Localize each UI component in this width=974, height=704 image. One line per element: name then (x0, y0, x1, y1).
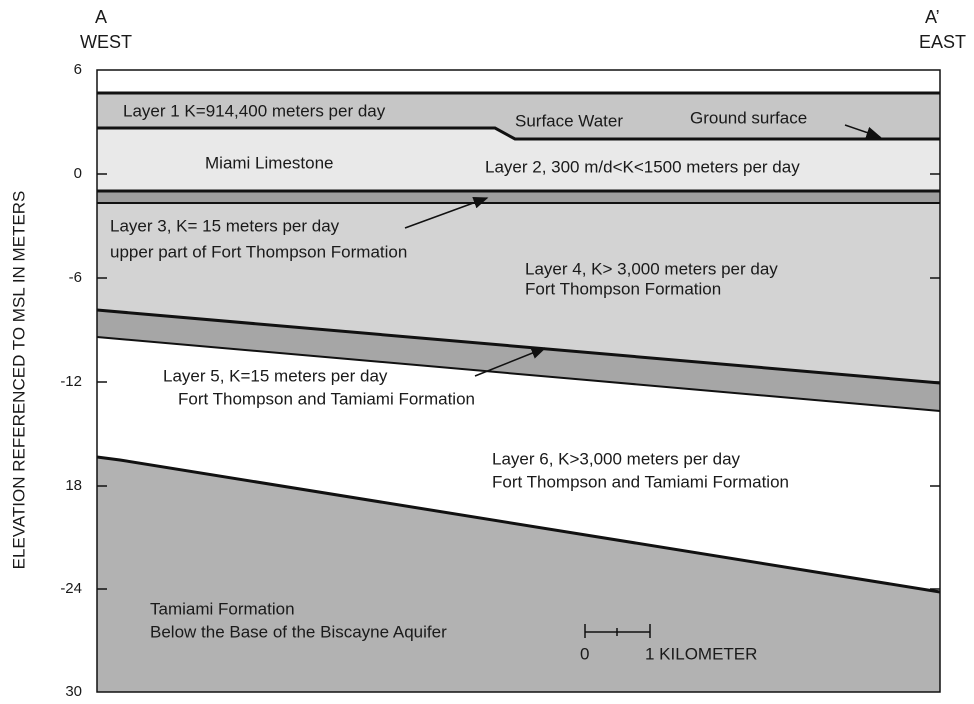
boundaries (96, 69, 941, 693)
label: Below the Base of the Biscayne Aquifer (150, 622, 447, 641)
label: Fort Thompson and Tamiami Formation (178, 389, 475, 408)
label: Tamiami Formation (150, 599, 295, 618)
label: Layer 4, K> 3,000 meters per day (525, 259, 778, 278)
label: Surface Water (515, 111, 623, 130)
arrows (404, 124, 882, 377)
layer-2 (97, 128, 940, 191)
label: Ground surface (690, 108, 807, 127)
label: Layer 1 K=914,400 meters per day (123, 101, 386, 120)
layer-3 (97, 191, 940, 203)
tick-label: 30 (65, 683, 82, 700)
tick-label: -6 (69, 269, 82, 286)
west-mark: A (95, 7, 107, 27)
scale-label: 1 KILOMETER (645, 644, 757, 663)
tick-label: -24 (60, 580, 82, 597)
label: Layer 6, K>3,000 meters per day (492, 449, 741, 468)
label: Layer 2, 300 m/d<K<1500 meters per day (485, 157, 800, 176)
east-mark: A’ (925, 7, 940, 27)
label: Fort Thompson and Tamiami Formation (492, 472, 789, 491)
tamiami-formation (97, 457, 940, 692)
label: Miami Limestone (205, 153, 334, 172)
label: upper part of Fort Thompson Formation (110, 242, 407, 261)
y-ticks: 6 0 -6 -12 18 -24 30 (60, 61, 82, 700)
label: Layer 3, K= 15 meters per day (110, 216, 340, 235)
layer-4 (97, 203, 940, 383)
layer-5 (97, 310, 940, 411)
scale-bar (584, 624, 651, 638)
tick-label: -12 (60, 373, 82, 390)
scale-zero: 0 (580, 644, 589, 663)
y-axis-label: ELEVATION REFERENCED TO MSL IN METERS (9, 191, 28, 570)
label: Fort Thompson Formation (525, 279, 721, 298)
tick-label: 0 (74, 165, 82, 182)
tick-marks (97, 173, 940, 590)
tick-label: 6 (74, 61, 82, 78)
east: EAST (919, 32, 966, 52)
tick-label: 18 (65, 477, 82, 494)
label: Layer 5, K=15 meters per day (163, 366, 388, 385)
west: WEST (80, 32, 132, 52)
